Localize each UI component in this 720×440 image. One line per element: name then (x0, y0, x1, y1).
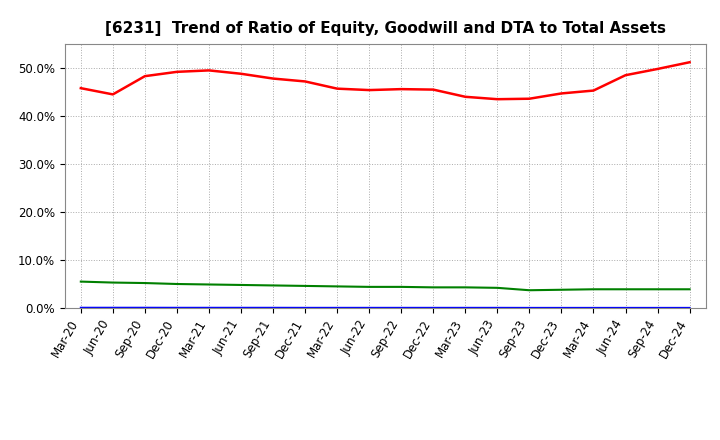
Goodwill (76, 305, 85, 310)
Goodwill (589, 305, 598, 311)
Equity (237, 71, 246, 77)
Goodwill (429, 305, 438, 311)
Deferred Tax Assets (301, 283, 310, 289)
Goodwill (173, 305, 181, 311)
Deferred Tax Assets (365, 284, 374, 290)
Equity (333, 86, 341, 91)
Equity (140, 73, 149, 79)
Goodwill (653, 305, 662, 311)
Goodwill (269, 305, 277, 311)
Equity (557, 91, 566, 96)
Deferred Tax Assets (461, 285, 469, 290)
Equity (76, 85, 85, 91)
Deferred Tax Assets (493, 285, 502, 290)
Title: [6231]  Trend of Ratio of Equity, Goodwill and DTA to Total Assets: [6231] Trend of Ratio of Equity, Goodwil… (104, 21, 666, 36)
Goodwill (397, 305, 405, 311)
Deferred Tax Assets (237, 282, 246, 288)
Line: Deferred Tax Assets: Deferred Tax Assets (81, 282, 690, 290)
Goodwill (365, 305, 374, 311)
Goodwill (493, 305, 502, 311)
Deferred Tax Assets (653, 286, 662, 292)
Equity (397, 87, 405, 92)
Goodwill (525, 305, 534, 311)
Equity (429, 87, 438, 92)
Equity (204, 68, 213, 73)
Equity (301, 79, 310, 84)
Equity (525, 96, 534, 101)
Equity (269, 76, 277, 81)
Deferred Tax Assets (557, 287, 566, 293)
Equity (653, 66, 662, 72)
Equity (173, 69, 181, 74)
Deferred Tax Assets (685, 286, 694, 292)
Equity (589, 88, 598, 93)
Equity (621, 73, 630, 78)
Deferred Tax Assets (333, 284, 341, 289)
Goodwill (621, 305, 630, 311)
Goodwill (109, 305, 117, 310)
Equity (461, 94, 469, 99)
Deferred Tax Assets (589, 286, 598, 292)
Goodwill (237, 305, 246, 311)
Goodwill (301, 305, 310, 311)
Goodwill (557, 305, 566, 311)
Deferred Tax Assets (140, 280, 149, 286)
Goodwill (204, 305, 213, 311)
Deferred Tax Assets (621, 286, 630, 292)
Deferred Tax Assets (204, 282, 213, 287)
Deferred Tax Assets (429, 285, 438, 290)
Deferred Tax Assets (173, 281, 181, 286)
Deferred Tax Assets (269, 283, 277, 288)
Equity (365, 88, 374, 93)
Goodwill (333, 305, 341, 311)
Deferred Tax Assets (109, 280, 117, 285)
Equity (109, 92, 117, 97)
Goodwill (140, 305, 149, 310)
Goodwill (685, 305, 694, 311)
Deferred Tax Assets (397, 284, 405, 290)
Equity (685, 59, 694, 65)
Deferred Tax Assets (76, 279, 85, 284)
Line: Equity: Equity (81, 62, 690, 99)
Goodwill (461, 305, 469, 311)
Deferred Tax Assets (525, 288, 534, 293)
Equity (493, 96, 502, 102)
